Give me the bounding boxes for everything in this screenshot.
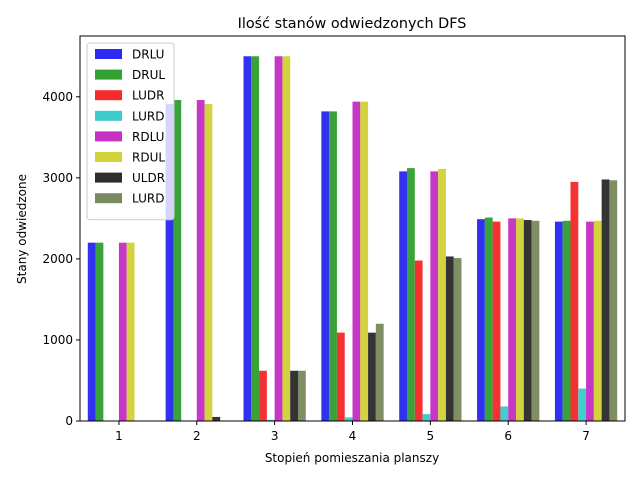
bar-ludr-4 <box>336 332 345 421</box>
bar-uldr-3 <box>290 370 298 421</box>
bar-drul-2 <box>173 100 182 421</box>
x-tick-label: 7 <box>582 429 590 443</box>
bar-rdul-7 <box>593 220 602 421</box>
bar-uldr-7 <box>601 179 610 421</box>
bar-rdlu-7 <box>586 221 594 421</box>
bar-rdlu-2 <box>196 100 205 421</box>
x-tick-label: 6 <box>504 429 512 443</box>
legend-swatch <box>95 110 122 121</box>
bar-drul-4 <box>329 111 337 421</box>
legend-swatch <box>95 69 122 80</box>
legend-label: RDUL <box>132 151 165 165</box>
bar-lurd-4 <box>344 417 353 421</box>
legend-swatch <box>95 90 122 101</box>
bar-uldr-5 <box>445 256 454 421</box>
y-tick-label: 3000 <box>42 171 73 185</box>
bar-rdlu-6 <box>508 218 516 421</box>
bar-rdul-2 <box>204 104 213 421</box>
chart-title: Ilość stanów odwiedzonych DFS <box>238 16 467 32</box>
y-tick-label: 1000 <box>42 333 73 347</box>
legend-label: RDLU <box>132 130 164 144</box>
legend-label: DRLU <box>132 48 164 62</box>
bar-uldr-2 <box>212 416 221 421</box>
y-axis-label: Stany odwiedzone <box>15 174 29 284</box>
bar-rdlu-3 <box>274 56 283 421</box>
bar-lurd-4 <box>375 323 384 421</box>
y-tick-label: 2000 <box>42 252 73 266</box>
y-tick-label: 0 <box>65 414 73 428</box>
bar-ludr-3 <box>259 370 267 421</box>
x-axis-label: Stopień pomieszania planszy <box>265 451 439 465</box>
bar-drlu-1 <box>87 242 96 421</box>
bar-lurd-3 <box>266 419 275 421</box>
legend-swatch <box>95 172 122 183</box>
bar-uldr-6 <box>523 219 532 421</box>
x-tick-label: 2 <box>193 429 201 443</box>
legend-swatch <box>95 152 122 162</box>
bar-drlu-4 <box>321 111 330 421</box>
bar-drul-3 <box>251 56 260 421</box>
bar-drlu-5 <box>399 171 407 421</box>
bar-uldr-4 <box>368 332 376 421</box>
x-tick-label: 3 <box>271 429 279 443</box>
bar-rdul-5 <box>438 168 446 421</box>
legend-swatch <box>95 49 122 59</box>
bar-lurd-3 <box>298 370 306 421</box>
bar-drlu-7 <box>554 221 563 421</box>
bar-rdul-1 <box>126 242 135 421</box>
bar-ludr-6 <box>492 221 501 421</box>
legend-swatch <box>95 131 122 142</box>
axes-group: 1 2 3 4 5 6 7 0 1000 2000 3000 4000 <box>42 35 626 443</box>
legend-label: DRUL <box>132 68 165 82</box>
x-tick-label: 4 <box>349 429 357 443</box>
bar-drlu-6 <box>477 219 485 421</box>
bar-lurd-5 <box>453 258 462 421</box>
legend-label: LURD <box>132 192 164 206</box>
bar-ludr-5 <box>414 260 423 421</box>
bar-rdlu-4 <box>352 101 361 422</box>
legend-swatch <box>95 193 122 204</box>
bar-rdlu-5 <box>430 171 439 421</box>
legend: DRLU DRUL LUDR LURD RDLU RDUL ULDR LURD <box>86 42 175 221</box>
bar-drul-6 <box>484 217 493 421</box>
bar-lurd-6 <box>500 406 509 421</box>
bar-rdul-6 <box>516 218 524 421</box>
bar-drul-7 <box>562 220 571 421</box>
bar-drul-5 <box>407 168 415 421</box>
bar-rdul-3 <box>282 56 291 421</box>
bars-group <box>87 56 618 422</box>
bar-lurd-7 <box>578 388 587 421</box>
bar-drlu-3 <box>243 56 252 421</box>
bar-rdlu-1 <box>118 242 127 421</box>
bar-rdul-4 <box>360 101 369 422</box>
x-tick-label: 1 <box>115 429 123 443</box>
x-tick-label: 5 <box>427 429 435 443</box>
bar-lurd-7 <box>609 180 618 421</box>
legend-label: LUDR <box>132 89 164 103</box>
bar-ludr-7 <box>570 181 579 421</box>
bar-drlu-2 <box>165 104 174 421</box>
legend-label: LURD <box>132 109 164 123</box>
y-tick-label: 4000 <box>42 90 73 104</box>
bar-lurd-6 <box>531 220 540 421</box>
legend-label: ULDR <box>132 171 165 185</box>
bar-lurd-5 <box>422 414 431 421</box>
bar-drul-1 <box>95 242 104 421</box>
